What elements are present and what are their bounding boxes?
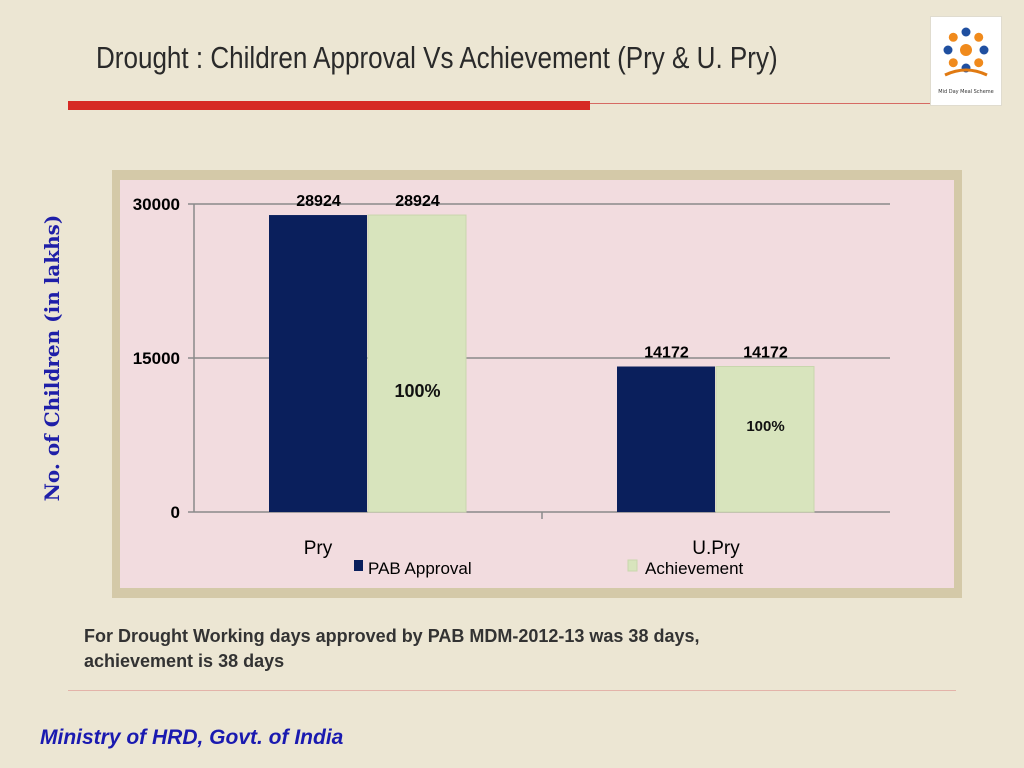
legend-swatch <box>627 559 638 572</box>
y-tick-label: 30000 <box>133 195 180 214</box>
bar-pab-approval-upry <box>617 366 715 512</box>
data-label: 28924 <box>296 193 341 210</box>
achievement-percent-label: 100% <box>746 418 784 435</box>
bottom-divider <box>68 690 956 691</box>
chart-frame <box>112 170 962 598</box>
slide-title: Drought : Children Approval Vs Achieveme… <box>96 40 778 75</box>
chart-plot-background <box>120 180 954 588</box>
legend-label: Achievement <box>645 559 744 578</box>
data-label: 14172 <box>644 345 689 362</box>
y-axis-label: No. of Children (in lakhs) <box>40 214 64 502</box>
legend-label: PAB Approval <box>368 559 472 578</box>
legend-swatch <box>354 560 363 571</box>
achievement-percent-label: 100% <box>394 381 440 401</box>
x-category-label: U.Pry <box>692 538 740 559</box>
mid-day-meal-logo: Mid Day Meal Scheme <box>930 16 1002 106</box>
y-tick-label: 15000 <box>133 349 180 368</box>
bar-achievement-upry <box>715 366 815 513</box>
bar-achievement-pry <box>367 214 467 513</box>
logo-caption: Mid Day Meal Scheme <box>938 89 994 95</box>
x-category-label: Pry <box>304 538 333 559</box>
mid-day-meal-logo-icon <box>943 27 989 77</box>
caption-line-1: For Drought Working days approved by PAB… <box>84 626 700 646</box>
caption-line-2: achievement is 38 days <box>84 651 285 671</box>
bar-chart: 0 15000 30000 28924 28924 100% Pry 14172 14172 1… <box>133 193 890 578</box>
title-underline-red <box>68 101 590 110</box>
bar-pab-approval-pry <box>269 215 367 512</box>
title-underline-thin <box>590 103 930 104</box>
data-label: 14172 <box>743 345 788 362</box>
footer-ministry: Ministry of HRD, Govt. of India <box>40 726 344 749</box>
y-tick-label: 0 <box>171 503 180 522</box>
data-label: 28924 <box>395 193 440 210</box>
caption: For Drought Working days approved by PAB… <box>84 624 904 674</box>
